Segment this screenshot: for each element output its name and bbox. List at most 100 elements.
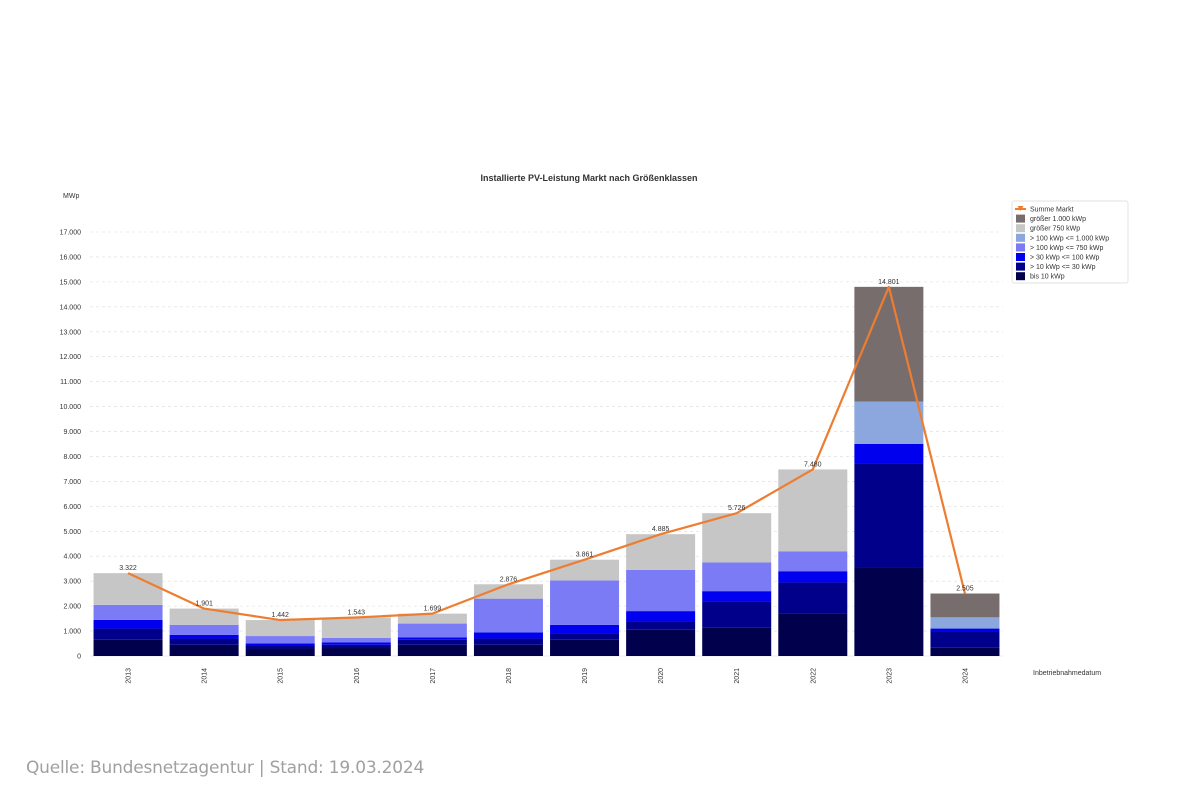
- total-data-label: 3.861: [576, 552, 594, 559]
- legend-item-label[interactable]: > 100 kWp <= 1.000 kWp: [1030, 235, 1109, 242]
- bar-segment: [702, 591, 772, 602]
- bar-segment: [473, 598, 543, 633]
- legend-swatch: [1016, 233, 1025, 242]
- bar-segment: [245, 648, 315, 656]
- legend-swatch: [1016, 243, 1025, 252]
- bar-segment: [626, 534, 696, 570]
- x-tick-label: 2021: [734, 668, 741, 684]
- x-tick-label: 2014: [202, 668, 209, 684]
- grid-lines: [90, 231, 1003, 657]
- bar-segment: [397, 644, 467, 656]
- bar-segment: [245, 620, 315, 637]
- bar-segment: [702, 562, 772, 592]
- legend-box: [1011, 200, 1129, 284]
- stacked-bars: [93, 286, 1000, 656]
- x-axis-ticks: 2013 2014 2015 2016 2017 2018 2019 2020 2021 2022…: [126, 668, 970, 684]
- bar-segment: [93, 628, 163, 640]
- bar-segment: [397, 639, 467, 645]
- bar-segment: [930, 647, 1000, 656]
- total-data-labels: 3.322 1.901 1.442 1.543 1.699 2.876 3.861 4.885…: [119, 279, 974, 619]
- x-tick-label: 2016: [354, 668, 361, 684]
- y-tick-label: 3.000: [63, 579, 81, 586]
- bar-segment: [245, 645, 315, 649]
- chart-legend[interactable]: Summe Markt größer 1.000 kWp größer 750 kW…: [1011, 200, 1129, 284]
- legend-swatch: [1016, 272, 1025, 281]
- y-tick-label: 12.000: [60, 354, 82, 361]
- bar-segment: [778, 551, 848, 572]
- y-tick-label: 15.000: [60, 279, 82, 286]
- x-tick-label: 2017: [430, 668, 437, 684]
- bar-segment: [473, 584, 543, 599]
- bar-segment: [321, 617, 391, 638]
- total-data-label: 3.322: [119, 565, 137, 572]
- total-data-label: 1.442: [271, 612, 289, 619]
- x-tick-label: 2018: [506, 668, 513, 684]
- x-axis-title: Inbetriebnahmedatum: [1033, 670, 1101, 677]
- y-axis-ticks: 0 1.000 2.000 3.000 4.000 5.000 6.000 7.000 8.00…: [60, 230, 82, 661]
- total-data-label: 4.885: [652, 526, 670, 533]
- bar-segment: [397, 623, 467, 638]
- bar-segment: [245, 643, 315, 646]
- source-note: Quelle: Bundesnetzagentur | Stand: 19.03…: [26, 758, 425, 778]
- bar-segment: [550, 633, 620, 640]
- bar-segment: [626, 611, 696, 622]
- y-tick-label: 0: [77, 654, 81, 661]
- bar-segment: [169, 624, 239, 635]
- bar-segment: [550, 624, 620, 634]
- legend-item-label[interactable]: > 100 kWp <= 750 kWp: [1030, 245, 1103, 252]
- bar-segment: [397, 613, 467, 624]
- total-data-label: 1.543: [348, 610, 366, 617]
- bar-segment: [550, 559, 620, 581]
- legend-item-label[interactable]: größer 750 kWp: [1030, 226, 1080, 233]
- x-tick-label: 2015: [278, 668, 285, 684]
- bar-segment: [550, 580, 620, 625]
- bar-segment: [169, 638, 239, 645]
- legend-item-label[interactable]: bis 10 kWp: [1030, 274, 1065, 281]
- total-data-label: 2.876: [500, 576, 518, 583]
- legend-item-label[interactable]: > 10 kWp <= 30 kWp: [1030, 264, 1096, 271]
- bar-segment: [854, 567, 924, 656]
- bar-segment: [321, 637, 391, 643]
- total-data-label: 2.505: [956, 586, 974, 593]
- bar-segment: [321, 642, 391, 645]
- legend-marker-icon: [1017, 206, 1024, 211]
- y-axis-unit-label: MWp: [63, 193, 79, 200]
- bar-segment: [930, 631, 1000, 648]
- bar-segment: [169, 634, 239, 639]
- legend-item-label[interactable]: größer 1.000 kWp: [1030, 216, 1086, 223]
- bar-segment: [854, 444, 924, 464]
- legend-swatch: [1016, 214, 1025, 223]
- bar-segment: [169, 608, 239, 625]
- legend-swatch: [1016, 224, 1025, 233]
- legend-swatch: [1016, 253, 1025, 261]
- bar-segment: [702, 601, 772, 628]
- x-tick-label: 2019: [582, 668, 589, 684]
- y-tick-label: 9.000: [63, 429, 81, 436]
- legend-swatch: [1016, 262, 1025, 271]
- bar-segment: [473, 638, 543, 645]
- bar-segment: [473, 644, 543, 656]
- bar-segment: [702, 627, 772, 656]
- bar-segment: [93, 639, 163, 656]
- bar-segment: [93, 619, 163, 629]
- y-tick-label: 6.000: [63, 504, 81, 511]
- total-data-label: 1.901: [195, 601, 213, 608]
- legend-item-label[interactable]: > 30 kWp <= 100 kWp: [1030, 255, 1100, 262]
- y-tick-label: 8.000: [63, 454, 81, 461]
- bar-segment: [854, 463, 924, 568]
- x-tick-label: 2020: [658, 668, 665, 684]
- bar-segment: [93, 604, 163, 620]
- chart-title: Installierte PV-Leistung Markt nach Größ…: [480, 173, 697, 183]
- y-tick-label: 7.000: [63, 479, 81, 486]
- y-tick-label: 11.000: [60, 379, 81, 386]
- y-tick-label: 10.000: [60, 404, 82, 411]
- bar-segment: [778, 582, 848, 614]
- y-tick-label: 16.000: [60, 254, 82, 261]
- bar-segment: [778, 469, 848, 552]
- x-tick-label: 2024: [962, 668, 969, 684]
- bar-segment: [778, 613, 848, 656]
- summe-markt-line: [127, 285, 967, 622]
- y-tick-label: 13.000: [60, 329, 82, 336]
- legend-item-label[interactable]: Summe Markt: [1030, 207, 1074, 214]
